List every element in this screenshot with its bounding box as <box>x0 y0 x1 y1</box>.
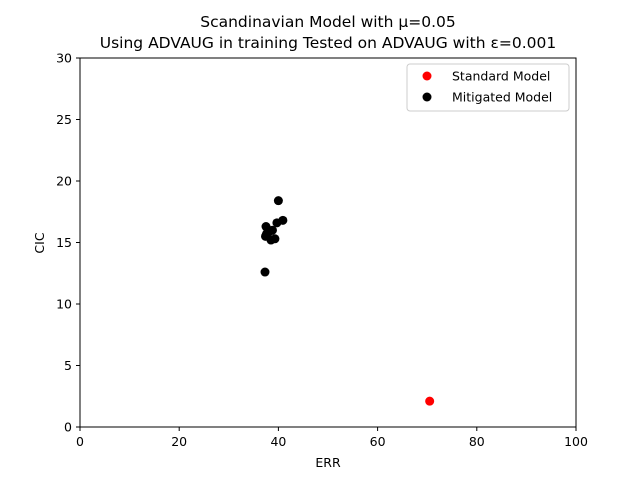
y-tick-label: 15 <box>56 235 72 250</box>
y-tick-label: 10 <box>56 297 72 312</box>
x-axis-label: ERR <box>315 455 341 470</box>
legend-label: Mitigated Model <box>452 90 552 105</box>
x-tick-label: 0 <box>76 434 84 449</box>
data-point <box>273 196 283 206</box>
legend-box <box>406 63 570 112</box>
data-point <box>272 218 282 228</box>
plot-area: 0 20 40 60 80 100 0 5 10 15 20 25 30 <box>56 51 588 450</box>
series-standard-model <box>425 396 435 406</box>
y-tick-label: 20 <box>56 174 72 189</box>
y-tick-label: 30 <box>56 51 72 66</box>
x-tick-label: 40 <box>270 434 286 449</box>
y-tick-label: 25 <box>56 112 72 127</box>
data-point <box>425 396 435 406</box>
y-tick-label: 0 <box>64 420 72 435</box>
series-mitigated-model <box>260 196 288 277</box>
legend-label: Standard Model <box>452 69 550 84</box>
legend-marker <box>422 92 432 102</box>
chart-subtitle: Using ADVAUG in training Tested on ADVAU… <box>100 34 557 52</box>
y-tick-label: 5 <box>64 358 72 373</box>
data-point <box>260 267 270 277</box>
chart-title: Scandinavian Model with μ=0.05 <box>200 13 456 31</box>
x-tick-label: 20 <box>171 434 187 449</box>
x-tick-label: 80 <box>469 434 485 449</box>
y-axis-label: CIC <box>32 232 47 253</box>
x-tick-label: 60 <box>370 434 386 449</box>
legend-marker <box>422 71 432 81</box>
legend: Standard Model Mitigated Model <box>406 63 570 112</box>
x-tick-label: 100 <box>564 434 588 449</box>
plot-frame <box>79 57 577 428</box>
data-point <box>266 235 276 245</box>
